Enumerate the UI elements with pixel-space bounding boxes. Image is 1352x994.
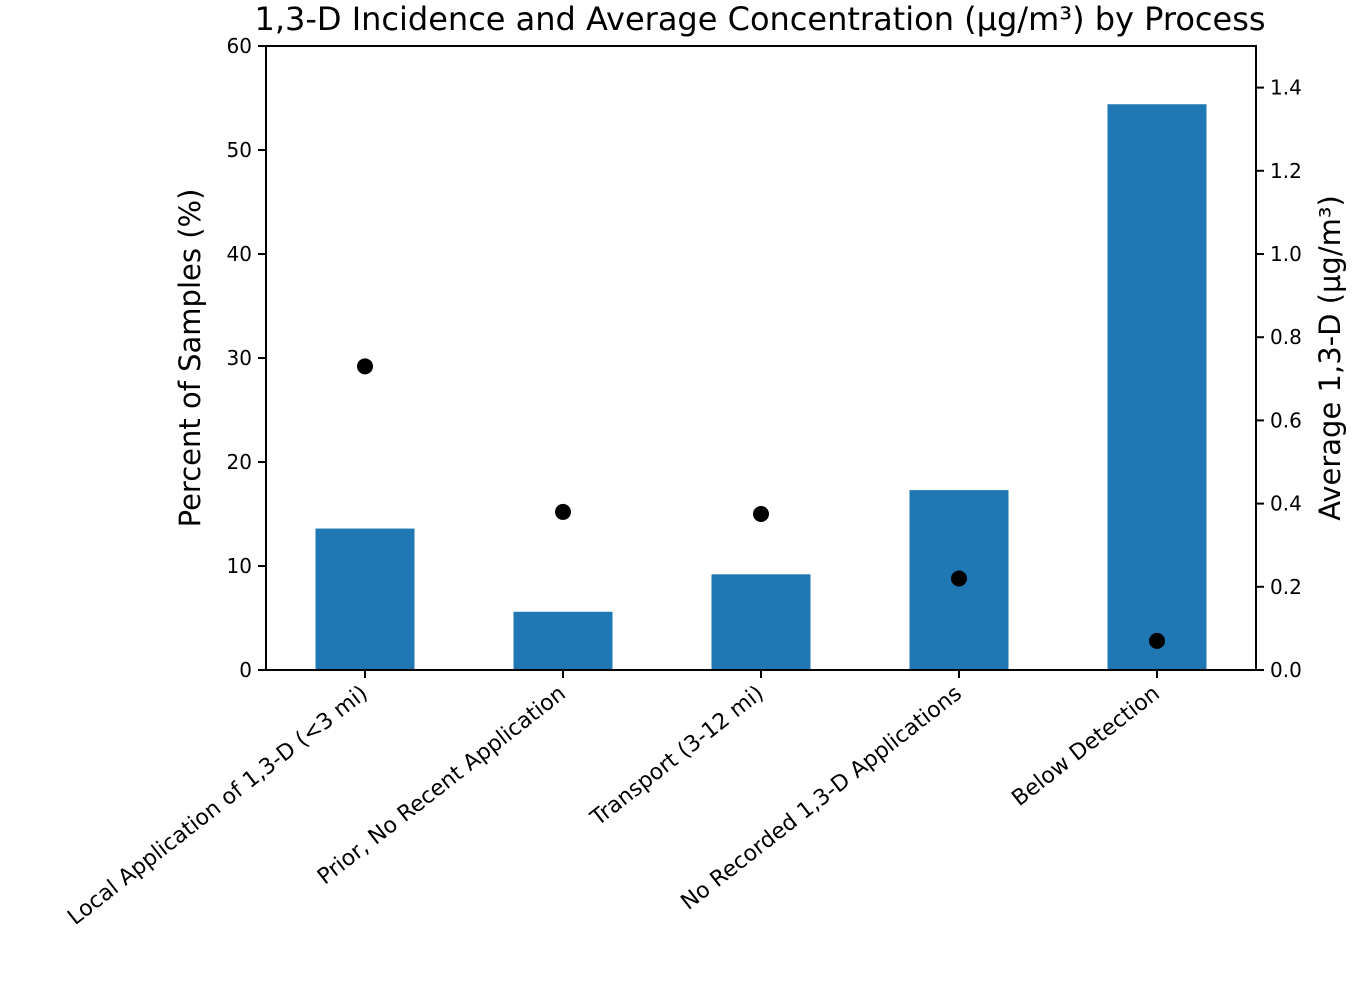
left-tick-label: 20 bbox=[227, 450, 252, 474]
left-y-axis: 0 10 20 30 40 50 60 bbox=[227, 34, 266, 682]
right-axis-label: Average 1,3-D (µg/m³) bbox=[1313, 195, 1347, 521]
right-tick-label: 0.8 bbox=[1270, 325, 1302, 349]
right-tick-label: 0.4 bbox=[1270, 492, 1302, 516]
right-tick-label: 0.2 bbox=[1270, 575, 1302, 599]
left-tick-label: 30 bbox=[227, 346, 252, 370]
plot-area bbox=[266, 46, 1256, 670]
right-tick-label: 1.4 bbox=[1270, 76, 1302, 100]
left-tick-label: 10 bbox=[227, 554, 252, 578]
left-tick-label: 60 bbox=[227, 34, 252, 58]
point-4 bbox=[951, 570, 967, 586]
chart-title: 1,3-D Incidence and Average Concentratio… bbox=[254, 0, 1265, 38]
right-tick-label: 1.2 bbox=[1270, 159, 1302, 183]
right-tick-label: 1.0 bbox=[1270, 242, 1302, 266]
bar-3 bbox=[712, 574, 811, 670]
category-label-5: Below Detection bbox=[1007, 681, 1164, 812]
x-axis: Local Application of 1,3-D (<3 mi)Prior,… bbox=[63, 670, 1164, 930]
point-3 bbox=[753, 506, 769, 522]
point-1 bbox=[357, 358, 373, 374]
left-axis-label: Percent of Samples (%) bbox=[173, 189, 207, 528]
bar-series bbox=[316, 104, 1207, 670]
right-tick-label: 0.0 bbox=[1270, 658, 1302, 682]
left-tick-label: 40 bbox=[227, 242, 252, 266]
point-2 bbox=[555, 504, 571, 520]
point-5 bbox=[1149, 633, 1165, 649]
bar-1 bbox=[316, 529, 415, 670]
category-label-3: Transport (3-12 mi) bbox=[586, 681, 769, 832]
left-tick-label: 0 bbox=[239, 658, 252, 682]
category-label-1: Local Application of 1,3-D (<3 mi) bbox=[63, 681, 372, 930]
bar-5 bbox=[1108, 104, 1207, 670]
bar-2 bbox=[514, 612, 613, 670]
left-tick-label: 50 bbox=[227, 138, 252, 162]
right-tick-label: 0.6 bbox=[1270, 408, 1302, 432]
right-y-axis: 0.0 0.2 0.4 0.6 0.8 1.0 1.2 1.4 bbox=[1256, 76, 1302, 682]
